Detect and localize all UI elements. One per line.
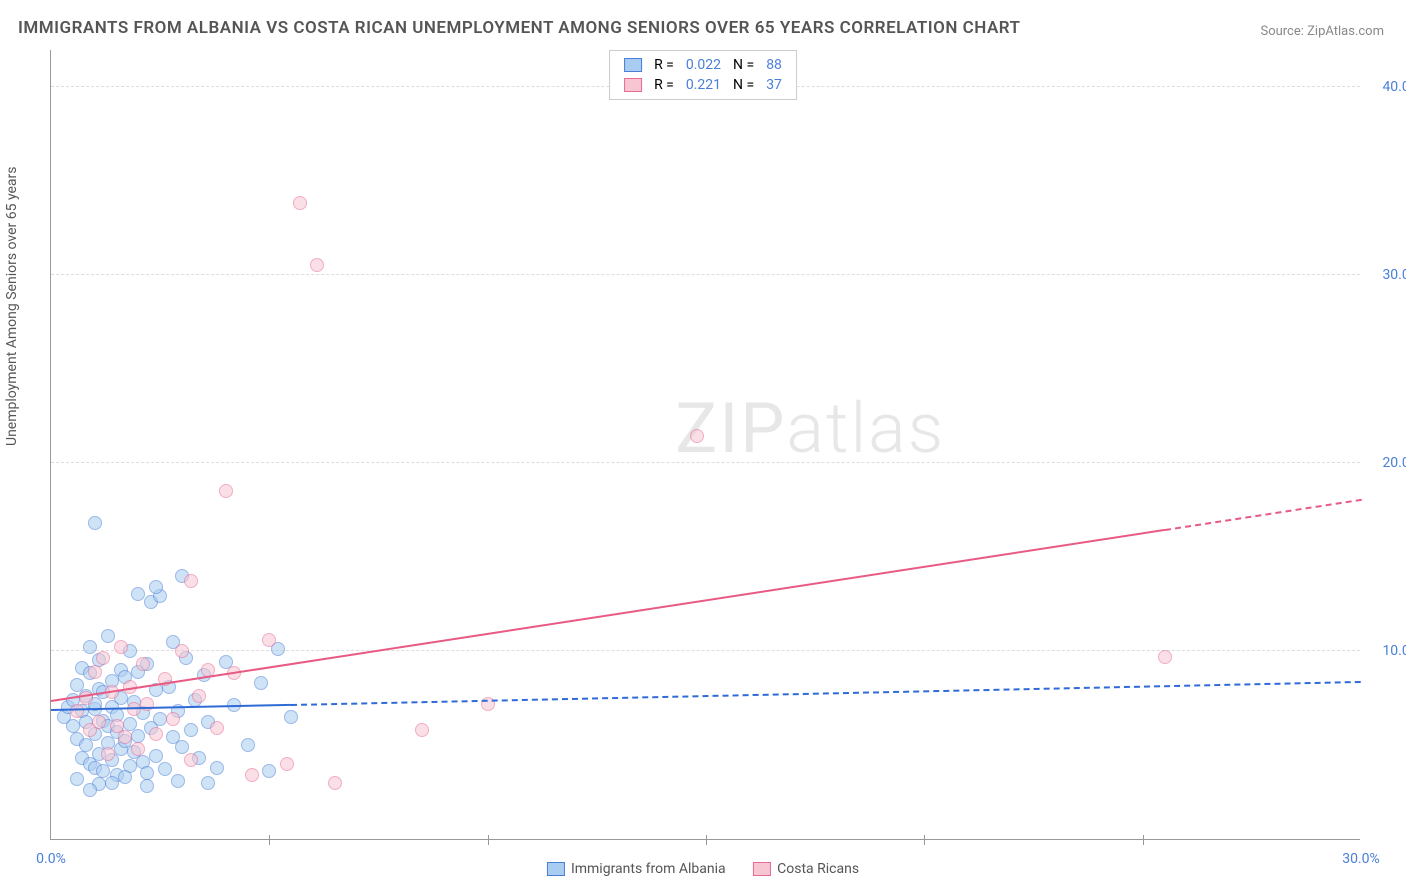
n-label: N = [727,75,760,95]
watermark-part-a: ZIP [675,388,786,470]
point-series-b [192,689,206,703]
y-tick-label: 20.0% [1365,455,1406,471]
gridline-h [51,462,1360,463]
x-tick [488,835,489,845]
point-series-b [149,727,163,741]
legend-row-b: R = 0.221 N = 37 [618,75,788,95]
point-series-a [131,729,145,743]
y-tick-label: 30.0% [1365,267,1406,283]
n-label: N = [727,55,760,75]
trendline-a-dashed [291,681,1361,706]
point-series-a [158,762,172,776]
point-series-a [83,783,97,797]
gridline-h [51,274,1360,275]
x-tick-label: 0.0% [36,851,66,867]
swatch-series-a [624,58,642,72]
y-axis-label: Unemployment Among Seniors over 65 years [4,167,20,447]
point-series-b [114,640,128,654]
point-series-a [149,580,163,594]
point-series-b [1158,650,1172,664]
series-a-label: Immigrants from Albania [571,861,726,877]
n-value-b: 37 [760,75,788,95]
point-series-a [140,779,154,793]
swatch-series-a [547,862,565,876]
legend-row-a: R = 0.022 N = 88 [618,55,788,75]
r-label: R = [648,55,680,75]
watermark-part-b: atlas [786,388,945,470]
point-series-a [83,640,97,654]
x-tick [1143,835,1144,845]
point-series-a [241,738,255,752]
point-series-b [70,704,84,718]
point-series-b [328,776,342,790]
point-series-a [284,710,298,724]
point-series-b [210,721,224,735]
x-tick [269,835,270,845]
point-series-b [690,429,704,443]
point-series-b [310,258,324,272]
r-label: R = [648,75,680,95]
point-series-b [219,484,233,498]
trendline-b-solid [51,529,1165,702]
correlation-legend: R = 0.022 N = 88 R = 0.221 N = 37 [609,50,797,100]
point-series-a [184,723,198,737]
point-series-b [184,753,198,767]
point-series-a [175,740,189,754]
point-series-b [92,715,106,729]
point-series-b [118,730,132,744]
x-tick [924,835,925,845]
point-series-a [88,516,102,530]
legend-item-a: Immigrants from Albania [547,861,726,877]
x-tick [706,835,707,845]
point-series-a [105,776,119,790]
point-series-b [88,665,102,679]
point-series-b [262,633,276,647]
point-series-b [175,644,189,658]
point-series-b [136,657,150,671]
series-legend: Immigrants from Albania Costa Ricans [535,861,871,880]
point-series-a [254,676,268,690]
swatch-series-b [753,862,771,876]
point-series-a [149,749,163,763]
point-series-a [201,776,215,790]
watermark: ZIPatlas [675,388,945,470]
point-series-b [131,742,145,756]
point-series-b [96,651,110,665]
point-series-b [184,574,198,588]
point-series-b [101,747,115,761]
r-value-a: 0.022 [680,55,727,75]
point-series-a [262,764,276,778]
point-series-b [166,712,180,726]
point-series-b [293,196,307,210]
scatter-plot-area: ZIPatlas 10.0%20.0%30.0%40.0%0.0%30.0% [50,50,1360,840]
trendline-b-dashed [1164,498,1361,530]
point-series-a [118,770,132,784]
r-value-b: 0.221 [680,75,727,95]
point-series-a [131,587,145,601]
point-series-a [70,772,84,786]
point-series-a [171,774,185,788]
source-attribution: Source: ZipAtlas.com [1260,24,1384,39]
point-series-b [415,723,429,737]
point-series-a [153,712,167,726]
point-series-a [140,766,154,780]
point-series-a [101,629,115,643]
x-tick-label: 30.0% [1342,851,1380,867]
swatch-series-b [624,78,642,92]
point-series-a [210,761,224,775]
point-series-b [280,757,294,771]
legend-item-b: Costa Ricans [753,861,859,877]
y-tick-label: 40.0% [1365,79,1406,95]
point-series-b [245,768,259,782]
series-b-label: Costa Ricans [777,861,859,877]
point-series-a [66,719,80,733]
chart-title: IMMIGRANTS FROM ALBANIA VS COSTA RICAN U… [18,18,1021,38]
n-value-a: 88 [760,55,788,75]
y-tick-label: 10.0% [1365,643,1406,659]
